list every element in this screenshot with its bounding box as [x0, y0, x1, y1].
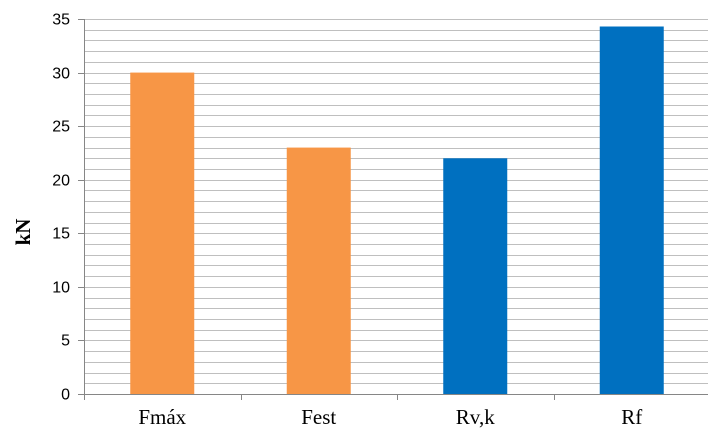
- y-tick-label: 25: [52, 119, 70, 136]
- y-axis-title: kN: [11, 219, 35, 246]
- y-tick-label: 5: [61, 333, 70, 350]
- x-category-label: Rf: [621, 405, 642, 429]
- y-tick-label: 10: [52, 280, 70, 297]
- y-tick-label: 30: [52, 66, 70, 83]
- y-tick-label: 20: [52, 173, 70, 190]
- x-category-labels: Fmáx Fest Rv,k Rf: [138, 405, 642, 429]
- x-category-label: Fmáx: [138, 405, 186, 429]
- bars: [130, 26, 664, 395]
- y-tick-label: 0: [61, 387, 70, 404]
- y-tick-labels: 0 5 10 15 20 25 30 35: [52, 12, 70, 404]
- y-tick-label: 15: [52, 226, 70, 243]
- x-category-label: Fest: [301, 405, 336, 429]
- bar-fest: [286, 147, 351, 394]
- bar-rf: [599, 26, 664, 394]
- y-tick-label: 35: [52, 12, 70, 29]
- bar-rv-k: [443, 158, 508, 394]
- x-category-label: Rv,k: [456, 405, 495, 429]
- bar-fm-x: [130, 72, 195, 395]
- axes: [78, 19, 708, 400]
